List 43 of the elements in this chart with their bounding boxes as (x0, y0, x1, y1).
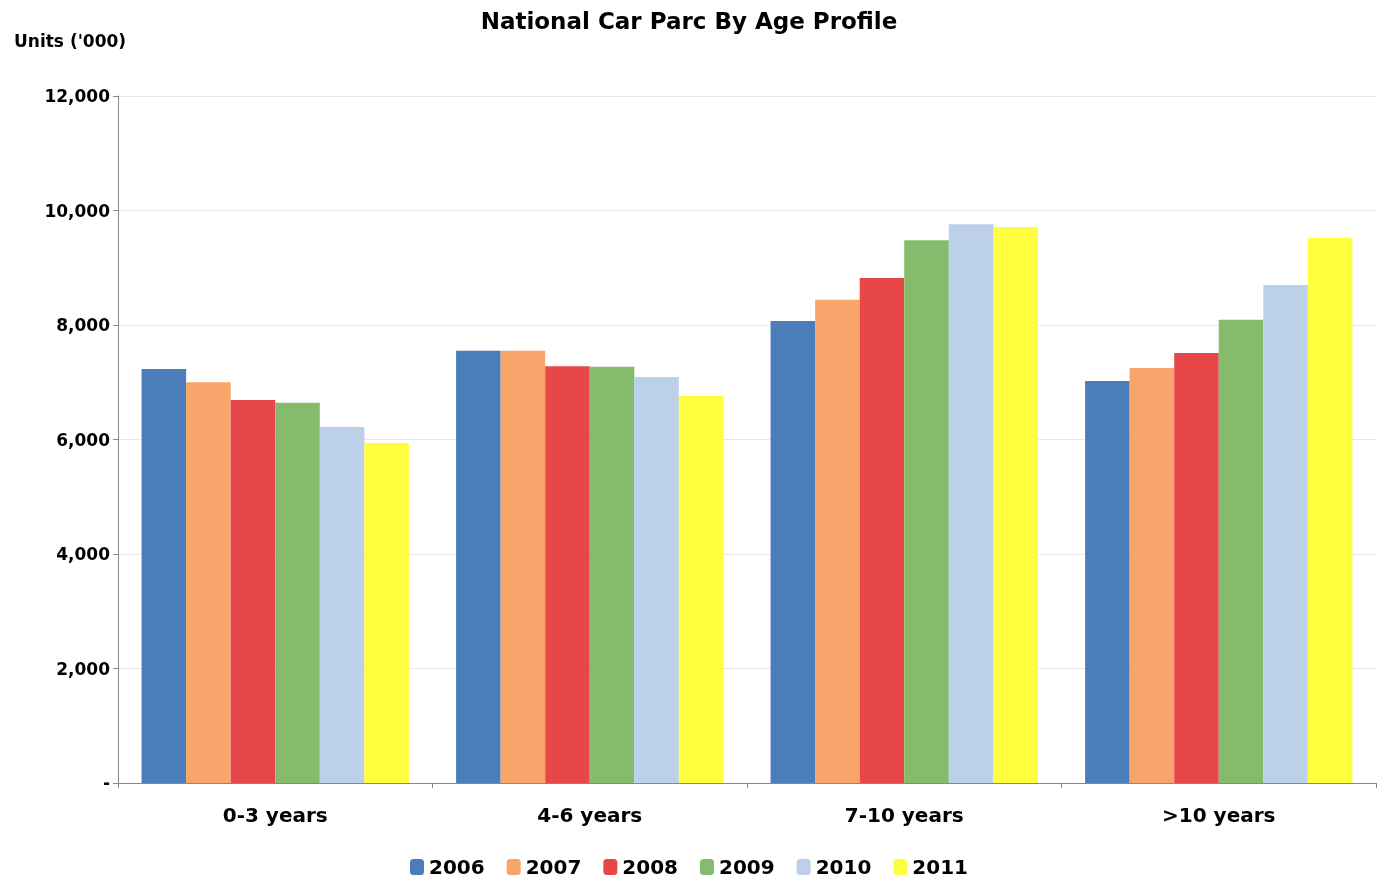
bar (545, 366, 590, 783)
bar (678, 395, 724, 783)
bar (1263, 284, 1308, 783)
x-tick-label: 4-6 years (537, 803, 643, 827)
bar (1129, 367, 1175, 783)
bar (275, 402, 320, 783)
y-axis-title: Units ('000) (14, 30, 127, 51)
legend-label: 2007 (525, 855, 582, 879)
bar (1174, 353, 1219, 783)
x-tick-label: 0-3 years (222, 803, 328, 827)
y-tick-label: - (102, 773, 110, 793)
chart-title: National Car Parc By Age Profile (480, 7, 898, 34)
bar (815, 299, 860, 783)
legend-label: 2009 (719, 855, 775, 879)
bar (904, 240, 949, 783)
legend-label: 2008 (622, 855, 679, 879)
y-tick-label: 4,000 (56, 544, 111, 564)
bar (1085, 381, 1130, 783)
bar (500, 350, 546, 783)
bar (319, 426, 365, 783)
bar (186, 382, 231, 783)
x-tick-label: 7-10 years (844, 803, 964, 827)
bar (770, 320, 816, 783)
legend-label: 2006 (429, 855, 485, 879)
bar (993, 227, 1038, 783)
bar (948, 224, 994, 783)
y-tick-label: 8,000 (56, 315, 111, 335)
bar (1218, 319, 1264, 783)
bar (230, 400, 276, 783)
legend-label: 2011 (912, 855, 968, 879)
legend-label: 2010 (815, 855, 872, 879)
bar (141, 369, 187, 783)
x-tick-label: >10 years (1162, 803, 1276, 827)
bar (364, 442, 409, 783)
y-tick-label: 12,000 (44, 86, 111, 106)
bar (634, 377, 679, 783)
bar (859, 278, 905, 783)
y-tick-label: 6,000 (56, 429, 111, 450)
y-tick-label: 10,000 (44, 200, 111, 221)
bar (589, 366, 635, 783)
bar (1307, 237, 1353, 783)
y-tick-label: 2,000 (56, 658, 111, 679)
bar (456, 350, 501, 783)
